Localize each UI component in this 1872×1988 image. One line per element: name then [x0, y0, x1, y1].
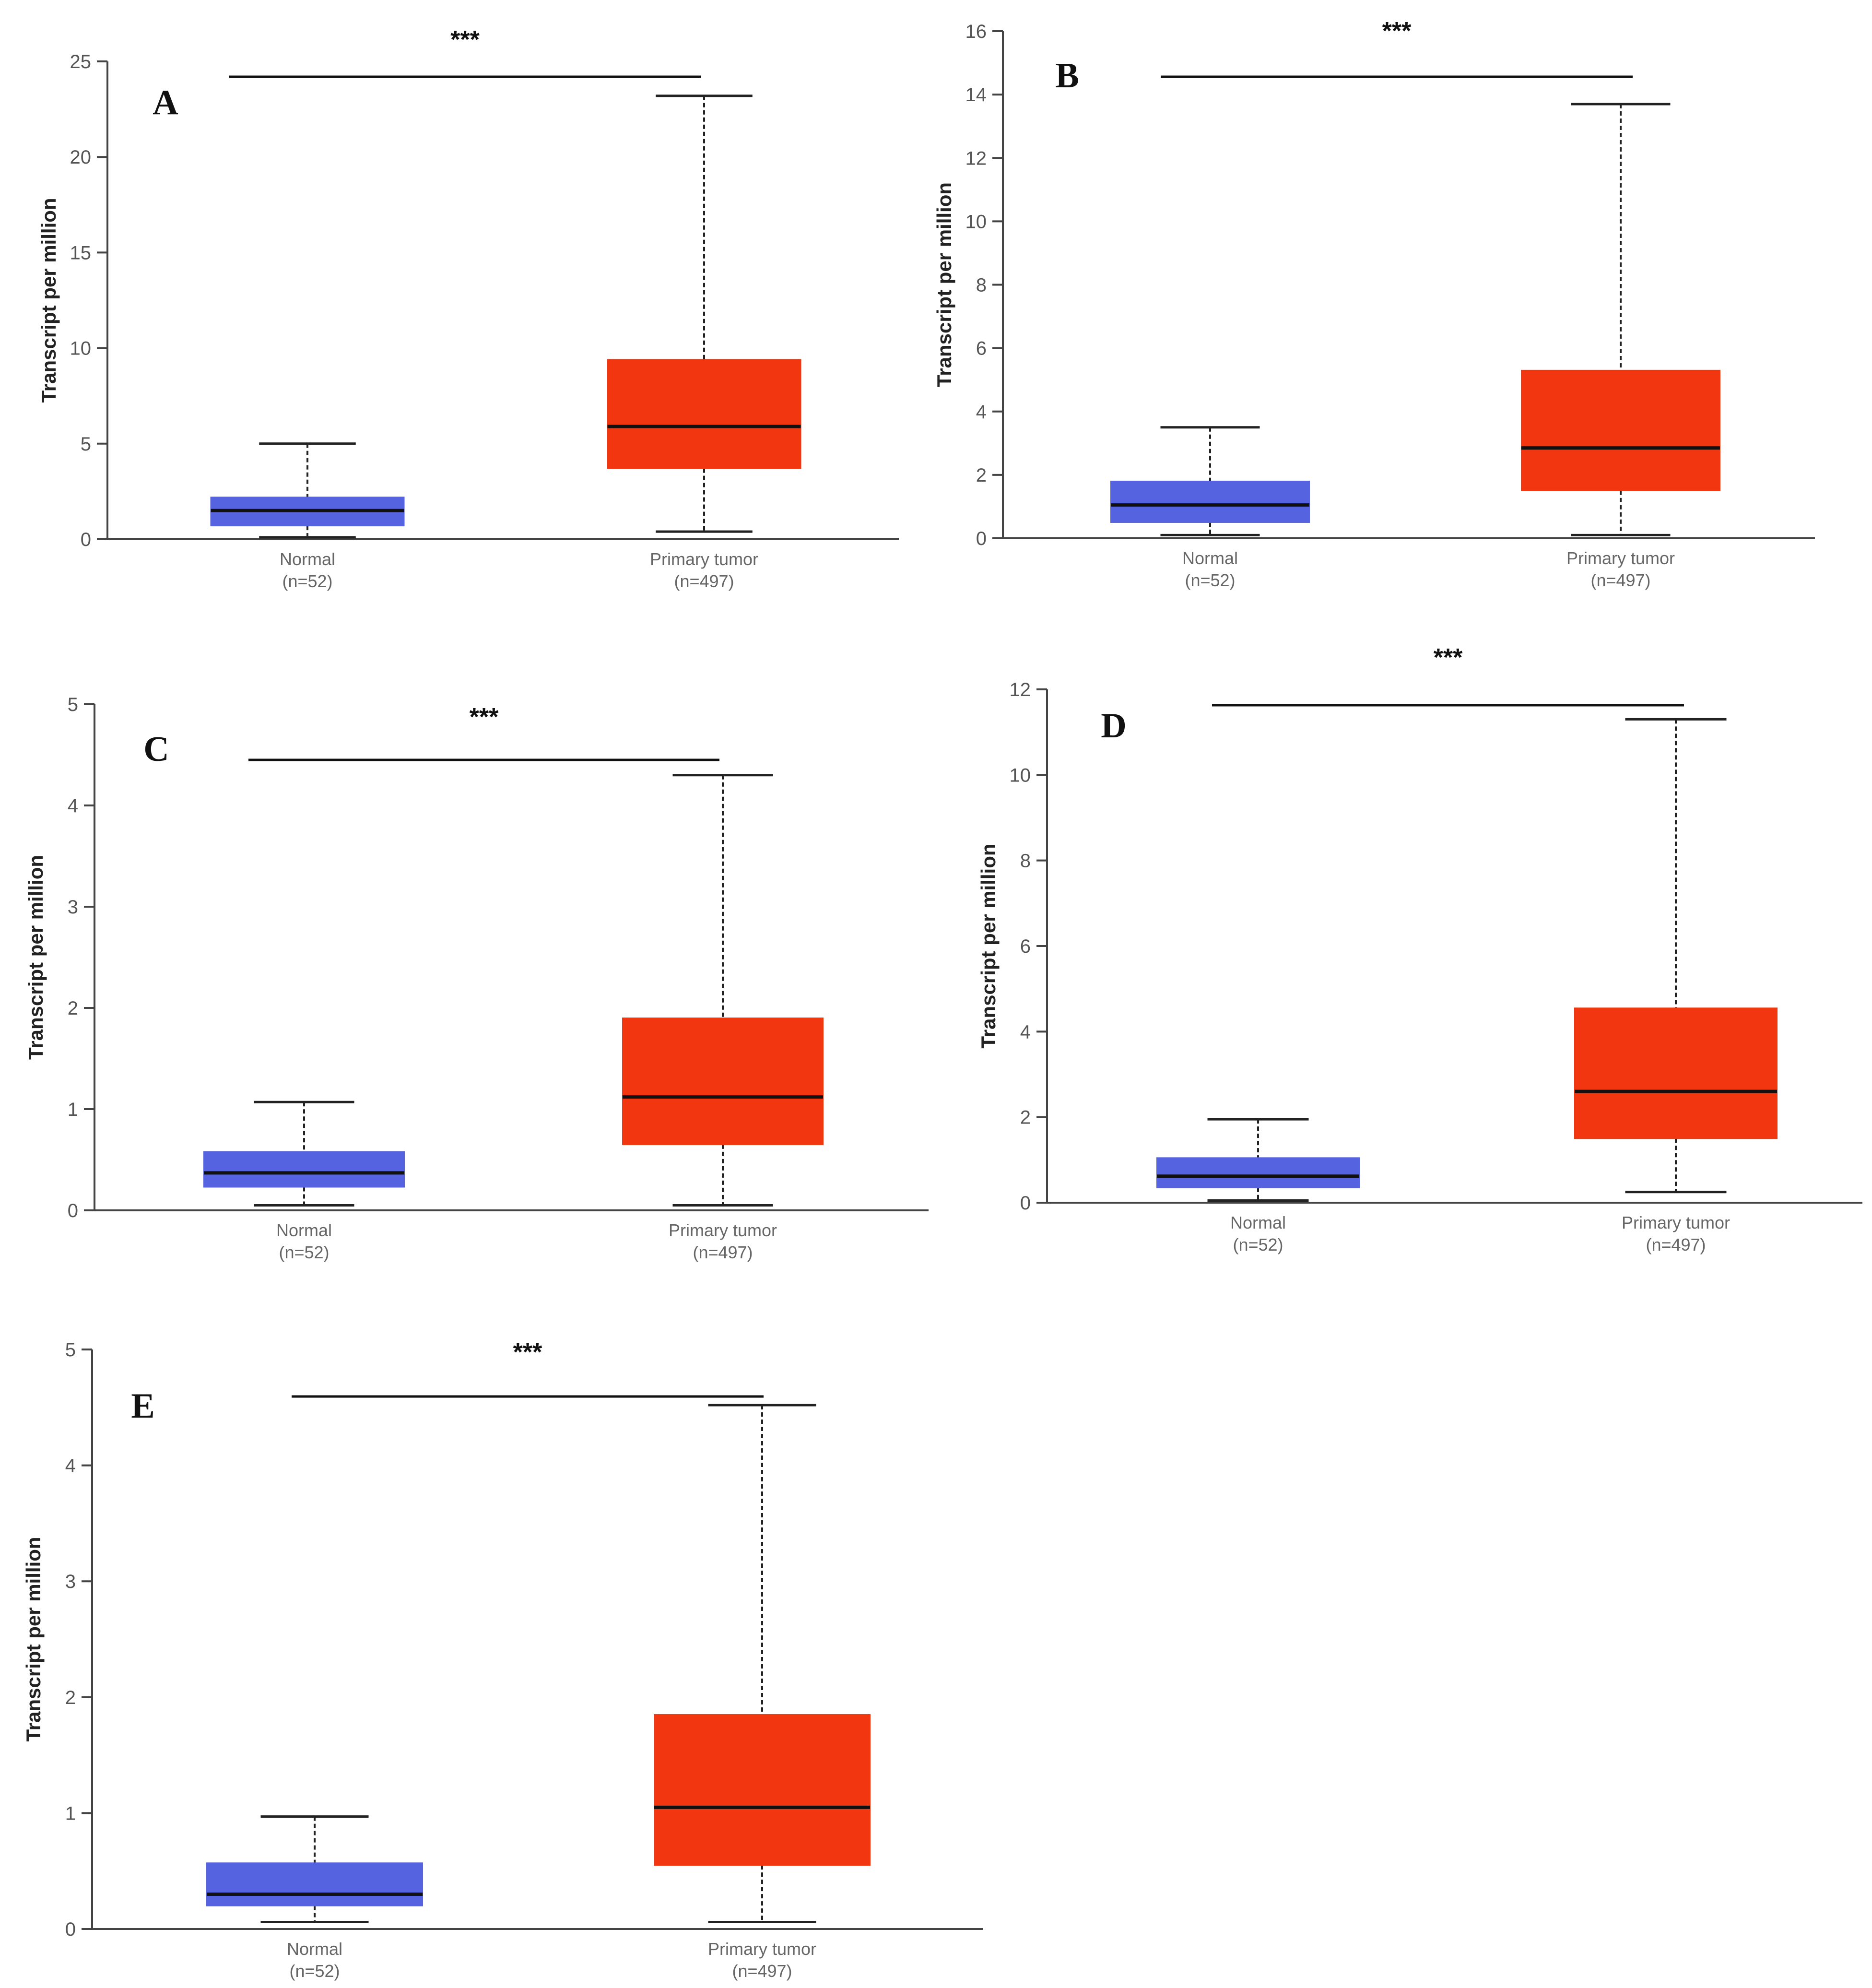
y-tick-label: 1 — [68, 1099, 78, 1120]
y-tick-label: 10 — [965, 211, 987, 232]
y-axis-title: Transcript per million — [933, 182, 955, 387]
x-category-label: Primary tumor — [669, 1220, 777, 1240]
x-category-label: Primary tumor — [1622, 1213, 1730, 1232]
y-axis-title: Transcript per million — [24, 855, 47, 1060]
x-category-count: (n=52) — [282, 571, 332, 591]
y-tick-label: 2 — [1020, 1107, 1031, 1128]
y-tick-label: 3 — [68, 897, 78, 918]
y-tick-label: 0 — [65, 1919, 76, 1940]
y-tick-label: 8 — [1020, 851, 1031, 872]
y-tick-label: 0 — [68, 1200, 78, 1221]
box-tumor — [1574, 1007, 1778, 1139]
x-category-count: (n=52) — [1233, 1235, 1283, 1254]
panel-b: 0 2 4 6 8 10 12 14 16 Transcript per million Norma… — [933, 17, 1815, 590]
y-axis-title: Transcript per million — [37, 198, 60, 402]
y-tick-label: 5 — [65, 1339, 76, 1361]
significance-stars: *** — [1382, 17, 1412, 45]
y-tick-label: 2 — [65, 1687, 76, 1708]
x-category-count: (n=497) — [693, 1242, 753, 1262]
x-category-label: Normal — [1182, 548, 1238, 568]
box-normal — [203, 1151, 405, 1188]
panel-letter: B — [1055, 56, 1079, 95]
x-category-count: (n=497) — [674, 571, 734, 591]
y-axis-title: Transcript per million — [977, 843, 1000, 1048]
x-category-label: Normal — [1230, 1213, 1286, 1232]
y-tick-label: 12 — [1010, 679, 1031, 700]
y-tick-label: 14 — [965, 84, 987, 106]
x-category-count: (n=497) — [1590, 570, 1650, 590]
y-tick-label: 0 — [1020, 1193, 1031, 1214]
y-tick-label: 10 — [1010, 765, 1031, 786]
y-tick-label: 20 — [70, 147, 92, 168]
y-tick-label: 4 — [65, 1456, 76, 1477]
y-tick-label: 4 — [1020, 1021, 1031, 1042]
panel-c: 0 1 2 3 4 5 Transcript per million Normal(n=52)… — [24, 694, 929, 1262]
y-axis-title: Transcript per million — [22, 1537, 45, 1741]
box-tumor — [607, 359, 801, 469]
box-normal — [206, 1862, 423, 1906]
x-category-label: Normal — [280, 549, 335, 569]
y-tick-label: 2 — [68, 998, 78, 1019]
y-tick-label: 16 — [965, 21, 987, 42]
significance-stars: *** — [513, 1338, 542, 1366]
box-tumor — [1521, 369, 1720, 491]
y-tick-label: 4 — [68, 795, 78, 816]
panel-letter: C — [143, 730, 169, 769]
y-tick-label: 6 — [976, 338, 987, 359]
y-tick-label: 12 — [965, 148, 987, 169]
box-tumor — [622, 1018, 824, 1145]
y-tick-label: 15 — [70, 242, 92, 263]
y-tick-label: 10 — [70, 338, 92, 359]
x-category-count: (n=52) — [1185, 570, 1235, 590]
y-tick-label: 3 — [65, 1571, 76, 1592]
y-tick-label: 5 — [68, 694, 78, 715]
x-category-label: Normal — [276, 1220, 332, 1240]
significance-stars: *** — [1434, 644, 1463, 672]
y-tick-label: 0 — [976, 528, 987, 549]
x-category-count: (n=52) — [279, 1242, 329, 1262]
x-category-count: (n=497) — [1646, 1235, 1706, 1254]
panel-e: 0 1 2 3 4 5 Transcript per million Normal(n=52)… — [22, 1338, 983, 1981]
box-tumor — [654, 1714, 871, 1866]
panel-letter: D — [1101, 706, 1126, 746]
x-category-label: Primary tumor — [708, 1939, 816, 1959]
y-tick-label: 0 — [81, 529, 91, 550]
y-tick-label: 1 — [65, 1803, 76, 1824]
x-category-count: (n=52) — [289, 1961, 340, 1981]
panel-letter: E — [131, 1386, 154, 1426]
y-tick-label: 5 — [81, 434, 91, 455]
x-category-label: Normal — [287, 1939, 342, 1959]
y-tick-label: 6 — [1020, 936, 1031, 957]
x-category-label: Primary tumor — [650, 549, 758, 569]
y-tick-label: 4 — [976, 402, 987, 423]
x-category-label: Primary tumor — [1566, 548, 1675, 568]
y-tick-label: 8 — [976, 275, 987, 296]
significance-stars: *** — [470, 703, 499, 731]
x-category-count: (n=497) — [732, 1961, 792, 1981]
significance-stars: *** — [450, 26, 480, 54]
y-tick-label: 25 — [70, 51, 92, 72]
box-normal — [1110, 481, 1310, 523]
panel-d: 0 2 4 6 8 10 12 Transcript per million Normal (n=… — [977, 644, 1862, 1254]
y-tick-label: 2 — [976, 465, 987, 486]
panel-letter: A — [153, 83, 178, 122]
box-normal — [1156, 1157, 1360, 1188]
